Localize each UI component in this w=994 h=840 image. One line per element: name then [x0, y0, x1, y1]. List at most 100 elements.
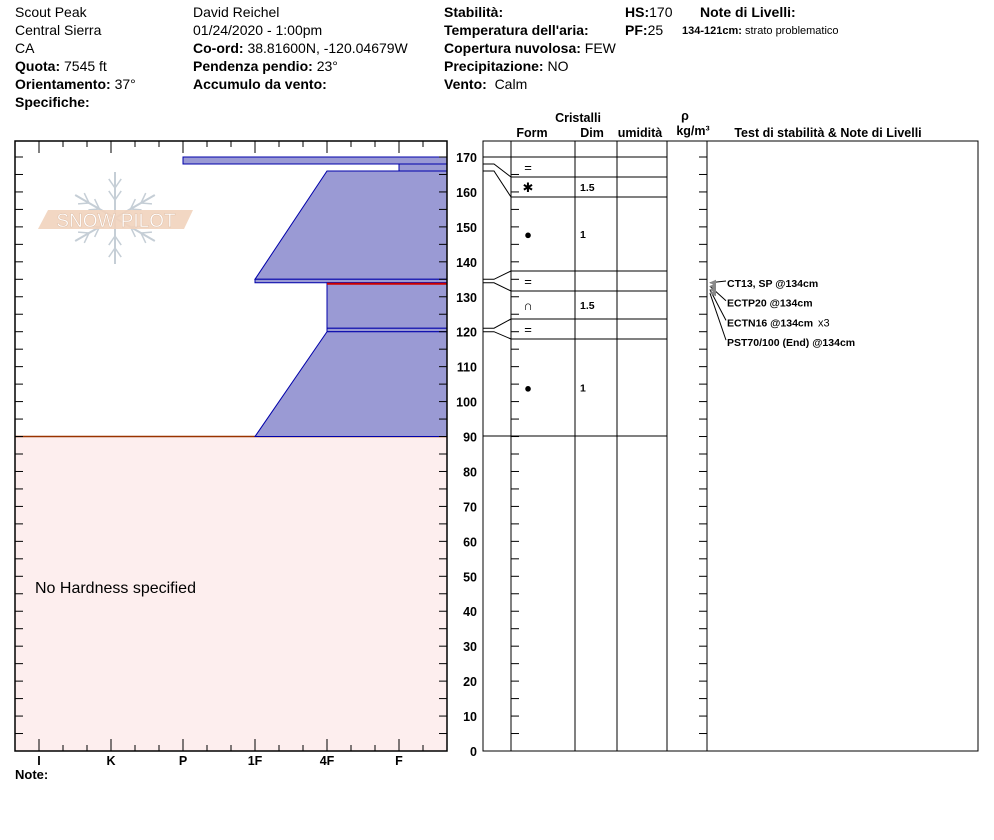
note-text: strato problematico	[745, 25, 839, 37]
snowflake-branch	[83, 192, 90, 204]
hardness-tick-label: 1F	[248, 754, 263, 768]
air-temp-label: Temperatura dell'aria:	[444, 22, 589, 38]
snowflake-branch	[140, 232, 147, 244]
hs: 170	[649, 4, 673, 20]
crystal-size: 1	[580, 229, 586, 241]
coord: 38.81600N, -120.04679W	[247, 40, 408, 56]
snowflake-branch	[77, 202, 90, 205]
snowflake-branch	[114, 235, 122, 246]
hardness-layer-2	[254, 170, 448, 280]
equals-icon: =	[524, 160, 532, 175]
depth-connector	[483, 282, 512, 292]
aspect: 37°	[114, 76, 136, 92]
depth-tick-label: 40	[463, 605, 477, 619]
hardness-tick-label: P	[179, 754, 187, 768]
elevation: 7545 ft	[64, 58, 107, 74]
snowflake-branch	[114, 190, 122, 201]
state: CA	[15, 40, 35, 56]
faceted-crystal-icon: ∩	[523, 298, 532, 313]
round-grain-icon: ●	[524, 227, 532, 242]
hardness-layer-1	[398, 163, 448, 172]
depth-connector	[483, 163, 512, 178]
header-col3: Stabilità: Temperatura dell'aria: Copert…	[444, 3, 616, 93]
equals-icon: =	[524, 322, 532, 337]
col-density-unit: kg/m³	[676, 124, 709, 138]
pf: 25	[647, 22, 664, 38]
elevation-label: Quota:	[15, 58, 61, 74]
stability-test: CT13, SP @134cm	[727, 278, 818, 290]
stability-test-count: x3	[818, 317, 830, 329]
snowflake-branch	[108, 178, 116, 189]
arrow-icon	[709, 290, 716, 297]
precip-label: Precipitazione:	[444, 58, 544, 74]
hardness-layer-5	[326, 327, 448, 333]
snowflake-branch	[77, 231, 90, 234]
header-col1: Scout Peak Central Sierra CA Quota: 7545…	[15, 3, 136, 111]
hardness-tick-label: K	[106, 754, 115, 768]
wind-label: Vento:	[444, 76, 487, 92]
crystal-table-frame	[482, 140, 979, 752]
col-size: Dim	[580, 126, 604, 140]
snowflake-branch	[140, 231, 153, 234]
depth-tick-label: 170	[456, 151, 477, 165]
datetime: 01/24/2020 - 1:00pm	[193, 22, 323, 38]
stability-test: PST70/100 (End) @134cm	[727, 337, 855, 349]
depth-connector	[483, 331, 512, 340]
hardness-layer-6	[254, 331, 448, 438]
depth-connector	[483, 170, 512, 198]
header-col5: Note di Livelli:	[700, 3, 796, 21]
stability-test: ECTN16 @134cm	[727, 317, 813, 329]
location: Scout Peak	[15, 4, 87, 20]
no-hardness-text: No Hardness specified	[35, 580, 196, 597]
col-form: Form	[516, 126, 547, 140]
snowpilot-logo: SNOW PILOT	[38, 172, 193, 264]
snowflake-branch	[108, 247, 116, 258]
equals-icon: =	[524, 274, 532, 289]
depth-tick-label: 130	[456, 291, 477, 305]
note-label: Note:	[15, 767, 48, 782]
depth-tick-label: 50	[463, 570, 477, 584]
coord-label: Co-ord:	[193, 40, 244, 56]
depth-tick-label: 20	[463, 675, 477, 689]
snowflake-branch	[83, 232, 90, 244]
depth-tick-label: 10	[463, 710, 477, 724]
hardness-layer-3	[254, 278, 448, 284]
hardness-tick-label: 4F	[320, 754, 335, 768]
layer-note: 134-121cm: strato problematico	[682, 22, 839, 40]
crystal-size: 1.5	[580, 300, 595, 312]
header-col2: David Reichel 01/24/2020 - 1:00pm Co-ord…	[193, 3, 408, 93]
stability-label: Stabilità:	[444, 4, 504, 20]
depth-connector	[483, 318, 512, 329]
range: Central Sierra	[15, 22, 102, 38]
sky: FEW	[584, 40, 616, 56]
slope-label: Pendenza pendio:	[193, 58, 313, 74]
depth-tick-label: 120	[456, 326, 477, 340]
snowflake-branch	[108, 190, 116, 201]
depth-tick-label: 90	[463, 431, 477, 445]
notes-label: Note di Livelli:	[700, 4, 796, 20]
precip: NO	[547, 58, 569, 74]
depth-tick-label: 0	[470, 745, 477, 759]
snowflake-branch	[130, 208, 142, 211]
snowflake-branch	[140, 202, 153, 205]
asterisk-icon: ✱	[523, 180, 534, 195]
aspect-label: Orientamento:	[15, 76, 111, 92]
stability-test: ECTP20 @134cm	[727, 298, 813, 310]
crystal-size: 1.5	[580, 182, 595, 194]
snowflake-branch	[129, 198, 137, 210]
crystal-size: 1	[580, 383, 586, 395]
header-col4: HS:170 PF:25	[625, 3, 672, 39]
snowflake-branch	[93, 198, 101, 210]
hardness-layer-4	[326, 282, 448, 329]
logo-banner	[38, 210, 193, 229]
depth-tick-label: 140	[456, 256, 477, 270]
hardness-tick-label: F	[395, 754, 403, 768]
note-range: 134-121cm:	[682, 25, 742, 37]
col-crystals: Cristalli	[555, 111, 601, 125]
hs-label: HS:	[625, 4, 650, 20]
slope: 23°	[316, 58, 338, 74]
snowflake-branch	[140, 192, 147, 204]
col-rho: ρ	[681, 109, 689, 123]
snowflake-branch	[88, 208, 100, 211]
wind-loading-label: Accumulo da vento:	[193, 76, 327, 92]
